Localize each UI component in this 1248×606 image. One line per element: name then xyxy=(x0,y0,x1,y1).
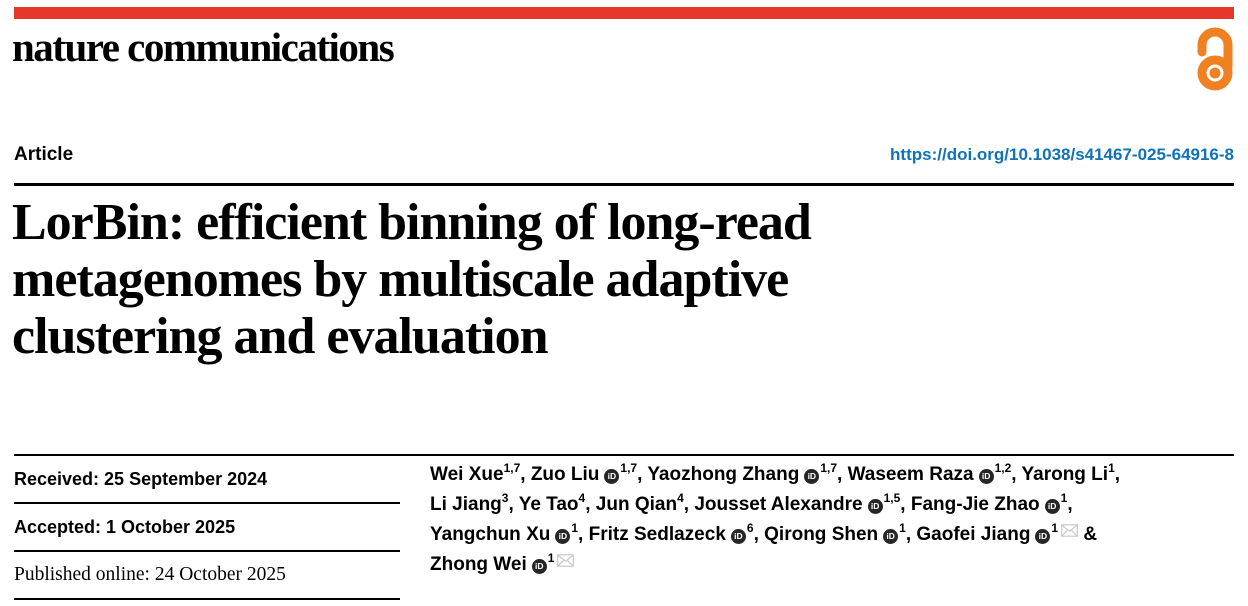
affiliation-superscript: 1 xyxy=(1051,520,1059,535)
accent-bar xyxy=(14,7,1234,19)
published-date-row: Published online: 24 October 2025 xyxy=(14,552,400,600)
author-separator: & xyxy=(1078,524,1098,545)
author-name: Zuo Liu xyxy=(530,464,600,485)
author-separator: , xyxy=(585,494,596,515)
author-separator: , xyxy=(520,464,531,485)
orcid-icon[interactable]: iD xyxy=(1044,498,1060,514)
author-name: Li Jiang xyxy=(430,494,502,515)
author-separator: , xyxy=(578,524,589,545)
author-separator: , xyxy=(900,494,911,515)
author-list: Wei Xue1,7, Zuo Liu iD1,7, Yaozhong Zhang… xyxy=(430,460,1240,580)
received-date-row: Received: 25 September 2024 xyxy=(14,456,400,504)
divider-meta-top xyxy=(14,454,1234,456)
author-name: Qirong Shen xyxy=(764,524,879,545)
affiliation-superscript: 1 xyxy=(1108,460,1115,475)
author-separator: , xyxy=(837,464,848,485)
orcid-icon[interactable]: iD xyxy=(555,528,571,544)
author-name: Waseem Raza xyxy=(847,464,974,485)
affiliation-superscript: 1,7 xyxy=(620,460,638,475)
author-line: Yangchun Xu iD1, Fritz Sedlazeck iD6, Qiro… xyxy=(430,520,1240,550)
affiliation-superscript: 4 xyxy=(578,490,586,505)
title-line-2: metagenomes by multiscale adaptive xyxy=(12,251,789,308)
affiliation-superscript: 1 xyxy=(1060,490,1068,505)
author-name: Yangchun Xu xyxy=(430,524,551,545)
open-access-icon xyxy=(1188,21,1242,95)
affiliation-superscript: 1 xyxy=(571,520,579,535)
affiliation-superscript: 4 xyxy=(677,490,684,505)
author-name: Wei Xue xyxy=(430,464,504,485)
affiliation-superscript: 1,7 xyxy=(503,460,521,475)
author-name: Ye Tao xyxy=(518,494,579,515)
author-separator: , xyxy=(1114,464,1121,485)
author-name: Gaofei Jiang xyxy=(916,524,1031,545)
orcid-icon[interactable]: iD xyxy=(867,498,883,514)
title-line-3: clustering and evaluation xyxy=(12,308,549,365)
author-separator: , xyxy=(508,494,519,515)
orcid-icon[interactable]: iD xyxy=(883,528,899,544)
author-name: Jousset Alexandre xyxy=(694,494,863,515)
affiliation-superscript: 6 xyxy=(746,520,754,535)
author-separator: , xyxy=(683,494,695,515)
title-line-1: LorBin: efficient binning of long-read xyxy=(12,194,812,251)
affiliation-superscript: 3 xyxy=(501,490,509,505)
orcid-icon[interactable]: iD xyxy=(1035,528,1051,544)
author-name: Yaozhong Zhang xyxy=(647,464,800,485)
author-separator: , xyxy=(1067,494,1073,515)
doi-link[interactable]: https://doi.org/10.1038/s41467-025-64916… xyxy=(890,145,1234,164)
journal-wordmark: nature communications xyxy=(12,24,395,70)
orcid-icon[interactable]: iD xyxy=(531,558,547,574)
article-doi-row: Article https://doi.org/10.1038/s41467-0… xyxy=(14,142,1234,168)
author-name: Fang-Jie Zhao xyxy=(910,494,1040,515)
author-name: Fritz Sedlazeck xyxy=(588,524,726,545)
envelope-icon[interactable] xyxy=(557,554,575,567)
orcid-icon[interactable]: iD xyxy=(604,468,620,484)
author-line: Li Jiang3, Ye Tao4, Jun Qian4, Jousset A… xyxy=(430,490,1240,520)
affiliation-superscript: 1,2 xyxy=(994,460,1012,475)
author-name: Yarong Li xyxy=(1021,464,1109,485)
history-dates: Received: 25 September 2024 Accepted: 1 … xyxy=(14,456,400,600)
author-separator: , xyxy=(1011,464,1022,485)
author-line: Wei Xue1,7, Zuo Liu iD1,7, Yaozhong Zhang… xyxy=(430,460,1240,490)
divider-thick xyxy=(14,183,1234,186)
affiliation-superscript: 1,7 xyxy=(820,460,837,475)
affiliation-superscript: 1 xyxy=(547,550,555,565)
received-date: Received: 25 September 2024 xyxy=(14,468,268,489)
accepted-date-row: Accepted: 1 October 2025 xyxy=(14,504,400,552)
affiliation-superscript: 1,5 xyxy=(883,490,901,505)
orcid-icon[interactable]: iD xyxy=(804,468,820,484)
published-date: Published online: 24 October 2025 xyxy=(14,564,286,585)
accepted-date: Accepted: 1 October 2025 xyxy=(14,516,236,537)
affiliation-superscript: 1 xyxy=(899,520,906,535)
author-separator: , xyxy=(753,524,765,545)
author-separator: , xyxy=(637,464,648,485)
orcid-icon[interactable]: iD xyxy=(730,528,746,544)
author-name: Zhong Wei xyxy=(430,554,527,575)
author-name: Jun Qian xyxy=(595,494,678,515)
article-type-label: Article xyxy=(14,144,74,165)
orcid-icon[interactable]: iD xyxy=(978,468,994,484)
envelope-icon[interactable] xyxy=(1061,524,1079,537)
author-separator: , xyxy=(905,524,917,545)
author-line: Zhong Wei iD1 xyxy=(430,550,1240,580)
paper-title: LorBin: efficient binning of long-read m… xyxy=(12,194,1162,365)
